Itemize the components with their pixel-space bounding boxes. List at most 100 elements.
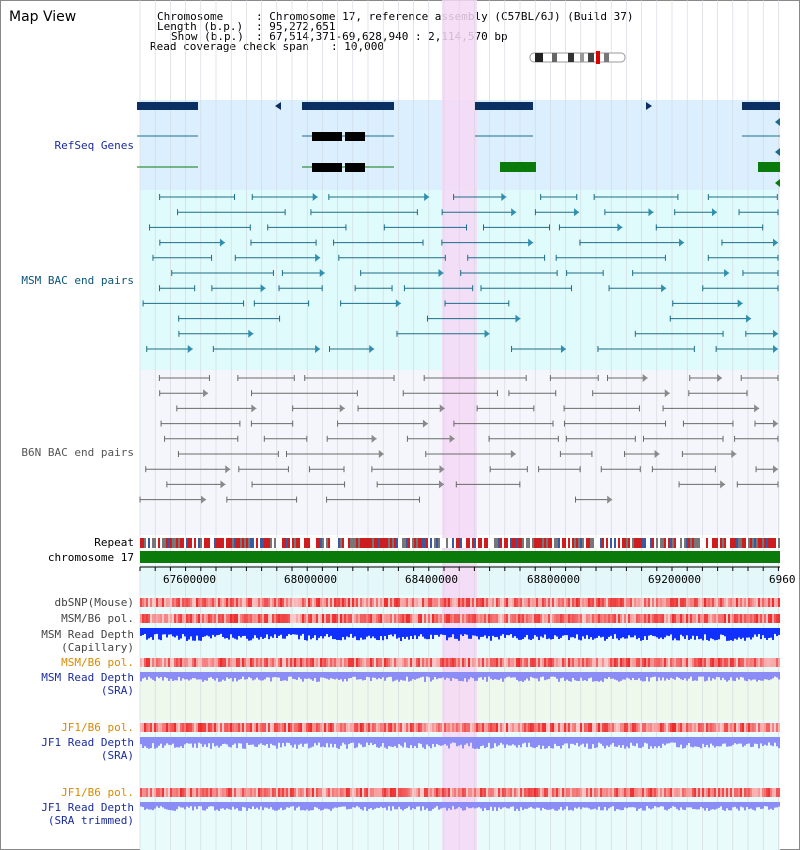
bac-pair[interactable] [267, 224, 347, 231]
bac-pair[interactable] [251, 390, 358, 397]
bac-pair[interactable] [745, 329, 778, 338]
bac-pair[interactable] [177, 451, 279, 457]
bac-pair[interactable] [159, 238, 225, 247]
bac-pair[interactable] [159, 285, 196, 292]
bac-pair[interactable] [480, 285, 573, 292]
bac-pair[interactable] [534, 208, 580, 217]
bac-pair[interactable] [383, 224, 468, 231]
bac-pair[interactable] [145, 465, 231, 474]
bac-pair[interactable] [575, 495, 613, 504]
bac-pair[interactable] [333, 239, 424, 246]
chromosome-bar[interactable] [140, 551, 780, 563]
bac-pair[interactable] [354, 285, 393, 292]
bac-pair[interactable] [688, 390, 748, 397]
bac-pair[interactable] [476, 405, 535, 412]
bac-pair[interactable] [489, 466, 528, 473]
track-label-b6n-bac[interactable]: B6N BAC end pairs [21, 446, 134, 459]
bac-pair[interactable] [357, 404, 445, 413]
bac-pair[interactable] [742, 270, 779, 276]
bac-pair[interactable] [425, 450, 516, 458]
bac-pair[interactable] [360, 269, 444, 277]
bac-pair[interactable] [632, 269, 730, 277]
bac-pair[interactable] [707, 194, 778, 200]
bac-pair[interactable] [310, 209, 418, 216]
depth-tracks[interactable] [140, 628, 780, 811]
bac-pair[interactable] [738, 209, 779, 216]
heat-tracks[interactable] [140, 598, 780, 797]
bac-pair[interactable] [159, 389, 209, 398]
bac-pair[interactable] [278, 285, 323, 292]
bac-pair[interactable] [707, 254, 779, 261]
bac-pair[interactable] [396, 329, 490, 338]
bac-pair[interactable] [467, 254, 546, 261]
refseq-genes[interactable] [137, 102, 780, 187]
bac-pair[interactable] [608, 284, 667, 293]
bac-pair[interactable] [253, 300, 310, 307]
bac-pair[interactable] [164, 435, 239, 442]
bac-pair[interactable] [226, 496, 298, 503]
bac-pair[interactable] [212, 345, 321, 353]
bac-pair[interactable] [508, 390, 557, 397]
bac-pair[interactable] [441, 238, 534, 247]
bac-pair[interactable] [158, 375, 210, 381]
bac-pair[interactable] [178, 315, 281, 322]
track-label-refseq[interactable]: RefSeq Genes [54, 139, 134, 152]
bac-pair[interactable] [263, 435, 308, 442]
bac-pair[interactable] [607, 374, 648, 382]
bac-pair[interactable] [376, 480, 445, 489]
track-label-jf1-b6-pol-2[interactable]: JF1/B6 pol. [61, 786, 134, 799]
bac-pair[interactable] [234, 253, 321, 262]
bac-pair[interactable] [251, 481, 346, 488]
bac-pair[interactable] [715, 345, 778, 353]
bac-pair[interactable] [337, 419, 428, 428]
bac-pair[interactable] [146, 345, 193, 353]
b6n-bac-pairs[interactable] [139, 374, 779, 504]
track-label-dbsnp[interactable]: dbSNP(Mouse) [54, 596, 134, 609]
bac-pair[interactable] [329, 345, 375, 353]
bac-pair[interactable] [593, 194, 679, 200]
bac-pair[interactable] [563, 405, 640, 412]
bac-pair[interactable] [149, 224, 251, 231]
bac-pair[interactable] [460, 270, 558, 276]
track-label-msm-read-depth-sra[interactable]: MSM Read Depth [41, 671, 134, 684]
track-label-repeat[interactable]: Repeat [94, 536, 134, 549]
track-label-jf1-read-depth-sra[interactable]: JF1 Read Depth [41, 736, 134, 749]
bac-pair[interactable] [600, 466, 641, 473]
bac-pair[interactable] [734, 435, 779, 442]
bac-pair[interactable] [555, 254, 666, 261]
bac-pair[interactable] [304, 375, 395, 381]
bac-pair[interactable] [672, 299, 743, 308]
bac-pair[interactable] [604, 208, 654, 217]
bac-pair[interactable] [565, 435, 636, 442]
bac-pair[interactable] [662, 404, 760, 413]
bac-pair[interactable] [371, 465, 445, 474]
bac-pair[interactable] [689, 374, 723, 382]
bac-pair[interactable] [681, 450, 737, 458]
bac-pair[interactable] [406, 434, 455, 443]
bac-pair[interactable] [178, 329, 254, 338]
track-label-jf1-read-depth-trim[interactable]: JF1 Read Depth [41, 801, 134, 814]
bac-pair[interactable] [482, 224, 551, 231]
bac-pair[interactable] [340, 299, 401, 308]
bac-pair[interactable] [755, 465, 778, 474]
bac-pair[interactable] [441, 208, 517, 217]
bac-pair[interactable] [579, 238, 685, 247]
bac-pair[interactable] [455, 481, 521, 488]
bac-pair[interactable] [444, 300, 510, 307]
bac-pair[interactable] [326, 496, 420, 503]
bac-pair[interactable] [592, 389, 670, 398]
track-label-chromosome[interactable]: chromosome 17 [47, 551, 134, 564]
bac-pair[interactable] [624, 450, 660, 458]
bac-pair[interactable] [538, 466, 581, 473]
bac-pair[interactable] [674, 208, 717, 217]
bac-pair[interactable] [651, 466, 716, 473]
bac-pair[interactable] [159, 194, 235, 200]
bac-pair[interactable] [597, 346, 695, 352]
bac-pair[interactable] [285, 450, 384, 458]
bac-pair[interactable] [152, 254, 213, 261]
bac-pair[interactable] [566, 270, 604, 276]
bac-pair[interactable] [171, 270, 274, 276]
bac-pair[interactable] [634, 330, 724, 337]
bac-pair[interactable] [453, 420, 554, 427]
bac-pair[interactable] [160, 420, 241, 427]
